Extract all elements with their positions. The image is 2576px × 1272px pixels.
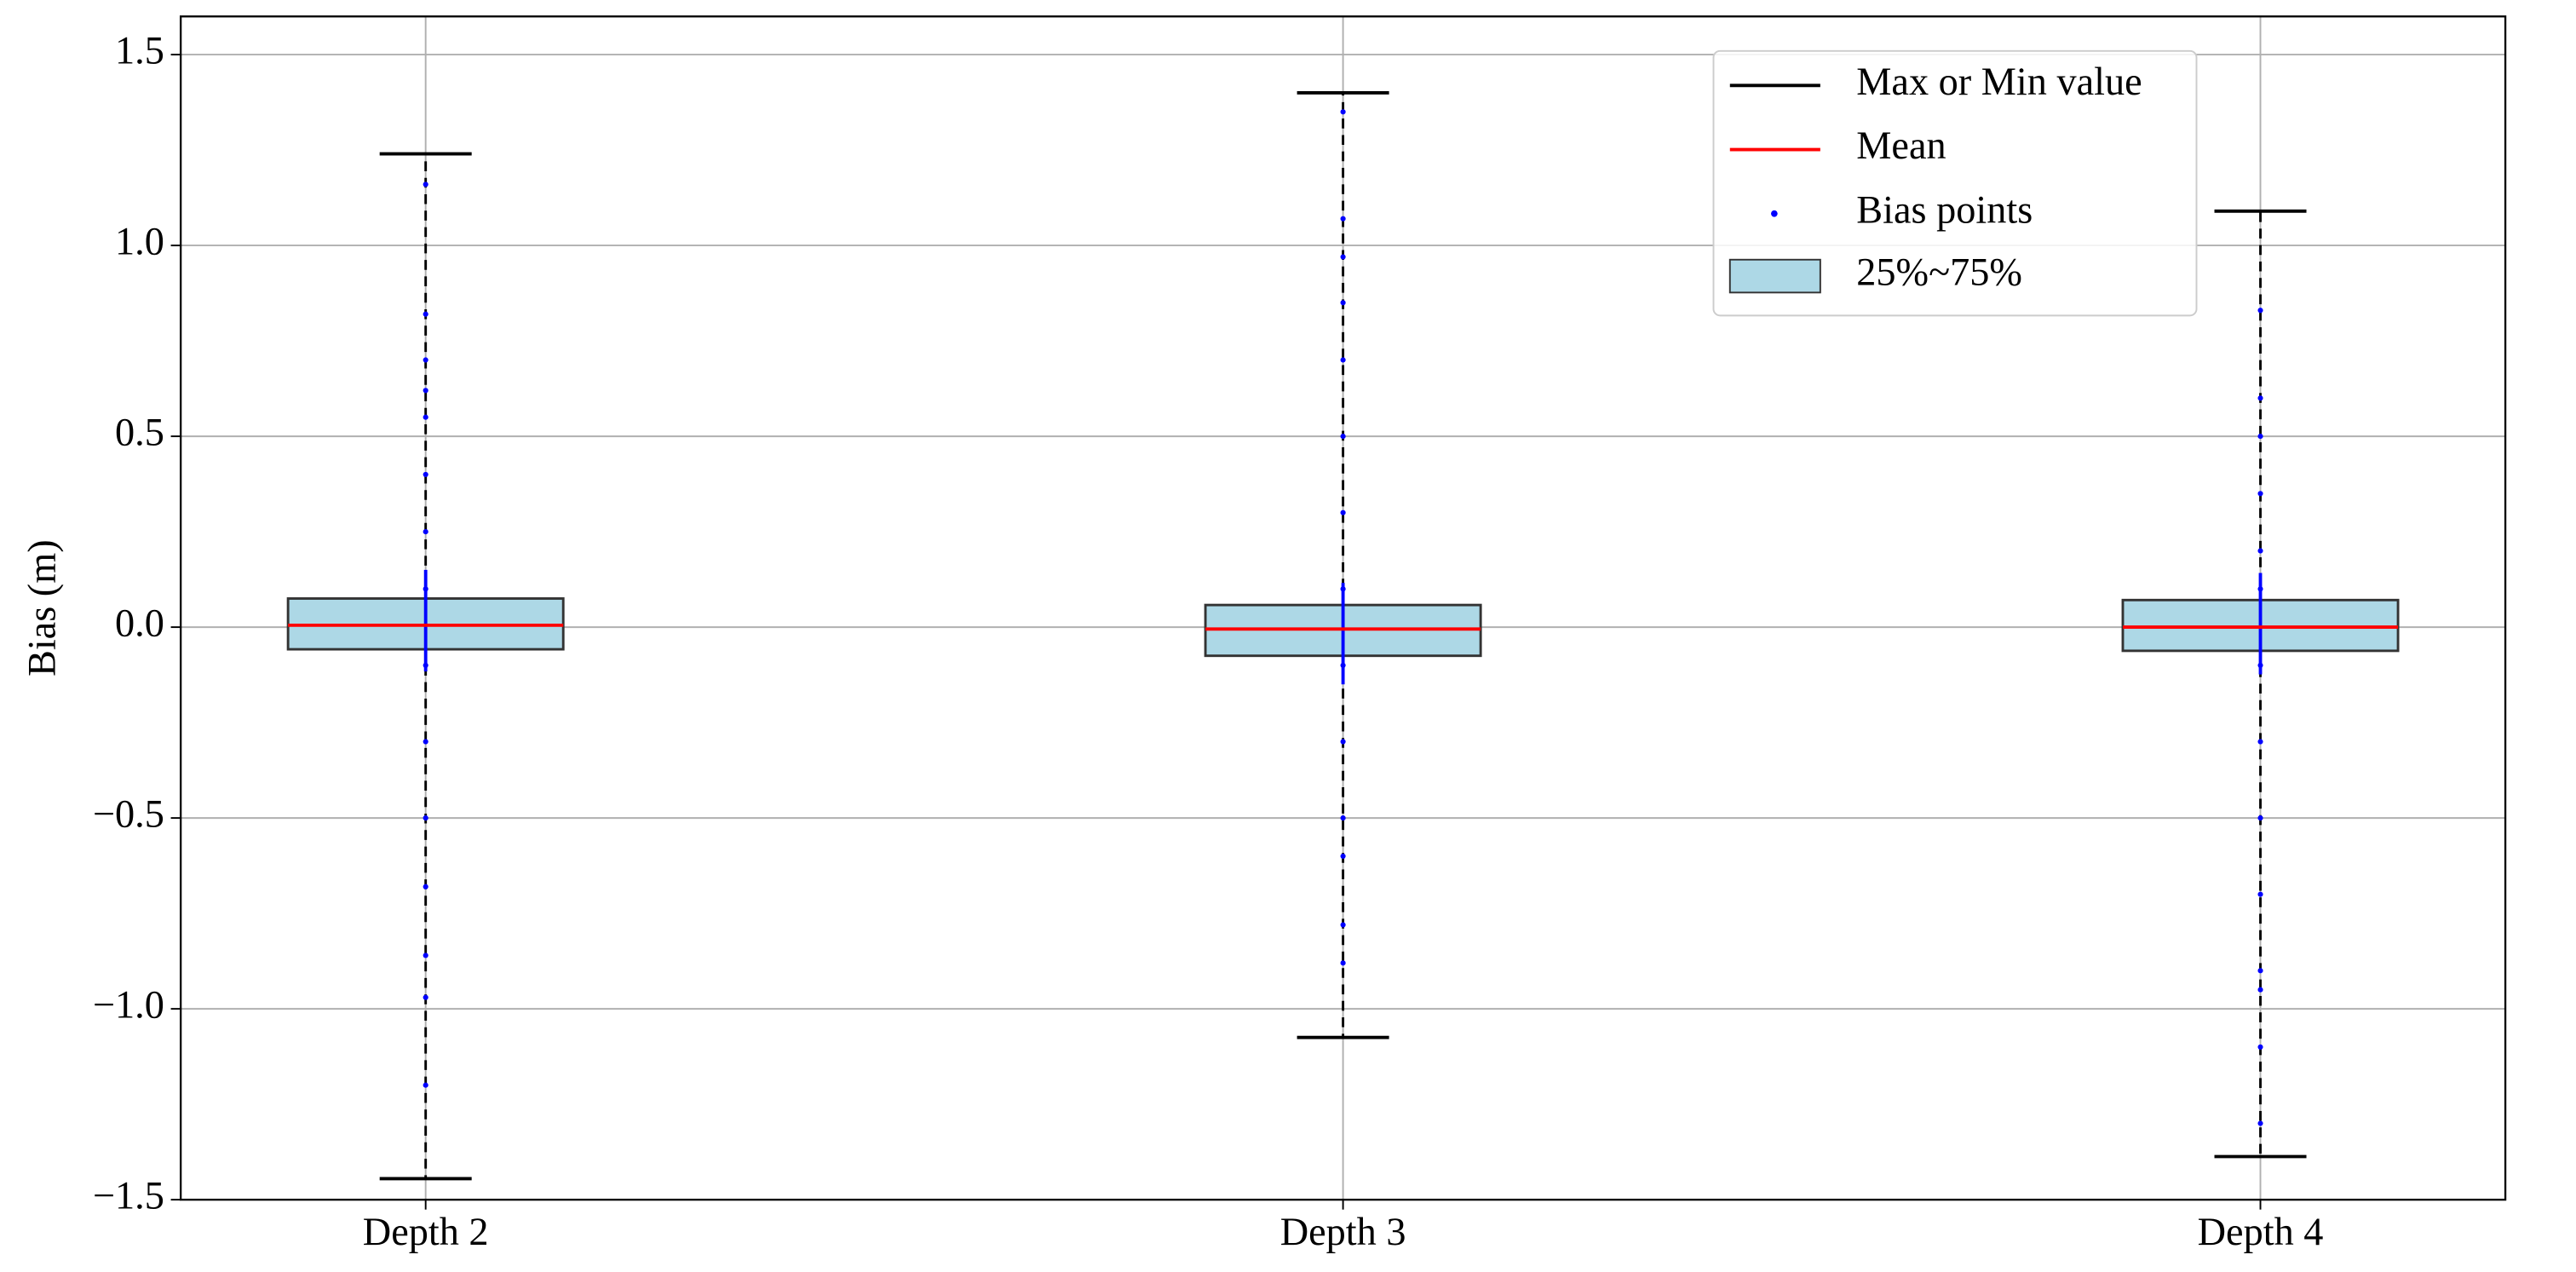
bias-point — [423, 529, 428, 535]
bias-point — [423, 994, 428, 1000]
x-tick-label: Depth 2 — [363, 1211, 489, 1254]
bias-point — [2257, 308, 2263, 314]
legend-label: 25%~75% — [1856, 251, 2022, 295]
y-tick-label: −0.5 — [93, 793, 164, 837]
bias-point — [2257, 586, 2263, 592]
bias-point — [2257, 987, 2263, 993]
bias-point — [1340, 853, 1346, 860]
bias-point — [1340, 960, 1346, 966]
bias-point — [423, 953, 428, 958]
y-tick-label: 1.0 — [115, 221, 164, 264]
x-tick-label: Depth 4 — [2198, 1211, 2324, 1254]
bias-point — [1340, 739, 1346, 745]
legend-label: Mean — [1856, 124, 1946, 168]
bias-point — [423, 311, 428, 317]
y-axis-label: Bias (m) — [21, 539, 65, 676]
bias-point — [1340, 509, 1346, 515]
legend-swatch — [1728, 258, 1821, 294]
bias-point — [1340, 662, 1346, 668]
bias-point — [2257, 891, 2263, 897]
y-tick-label: 0.5 — [115, 412, 164, 455]
x-tick-label: Depth 3 — [1280, 1211, 1406, 1254]
bias-point — [423, 471, 428, 477]
bias-point — [2257, 968, 2263, 974]
bias-point — [2257, 815, 2263, 821]
bias-point — [423, 739, 428, 745]
bias-point — [1340, 922, 1346, 928]
bias-point — [423, 586, 428, 592]
bias-point — [423, 357, 428, 363]
y-tick-label: 1.5 — [115, 30, 164, 73]
plot-frame — [179, 15, 2507, 1201]
bias-point — [2257, 662, 2263, 668]
y-tick-label: −1.5 — [93, 1175, 164, 1218]
bias-point — [2257, 548, 2263, 554]
bias-point — [1340, 254, 1346, 260]
bias-point — [2257, 739, 2263, 745]
bias-point — [423, 388, 428, 394]
bias-point — [423, 181, 428, 187]
bias-point — [1340, 216, 1346, 222]
bias-point — [2257, 1120, 2263, 1126]
legend-swatch — [1771, 210, 1778, 217]
bias-point — [2257, 434, 2263, 440]
legend-label: Bias points — [1856, 188, 2033, 232]
bias-point — [423, 883, 428, 889]
bias-point — [2257, 491, 2263, 497]
y-tick-label: 0.0 — [115, 602, 164, 646]
bias-point — [423, 414, 428, 420]
bias-point — [423, 1082, 428, 1088]
bias-point — [1340, 815, 1346, 821]
bias-point — [1340, 109, 1346, 115]
bias-point — [2257, 395, 2263, 401]
legend-label: Max or Min value — [1856, 60, 2142, 104]
bias-point — [423, 815, 428, 821]
bias-point — [1340, 434, 1346, 440]
bias-point — [1340, 357, 1346, 363]
bias-point — [2257, 1044, 2263, 1050]
legend-frame — [1712, 49, 2198, 317]
bias-point — [423, 662, 428, 668]
bias-point — [1340, 300, 1346, 306]
bias-point — [1340, 586, 1346, 592]
y-tick-label: −1.0 — [93, 984, 164, 1027]
